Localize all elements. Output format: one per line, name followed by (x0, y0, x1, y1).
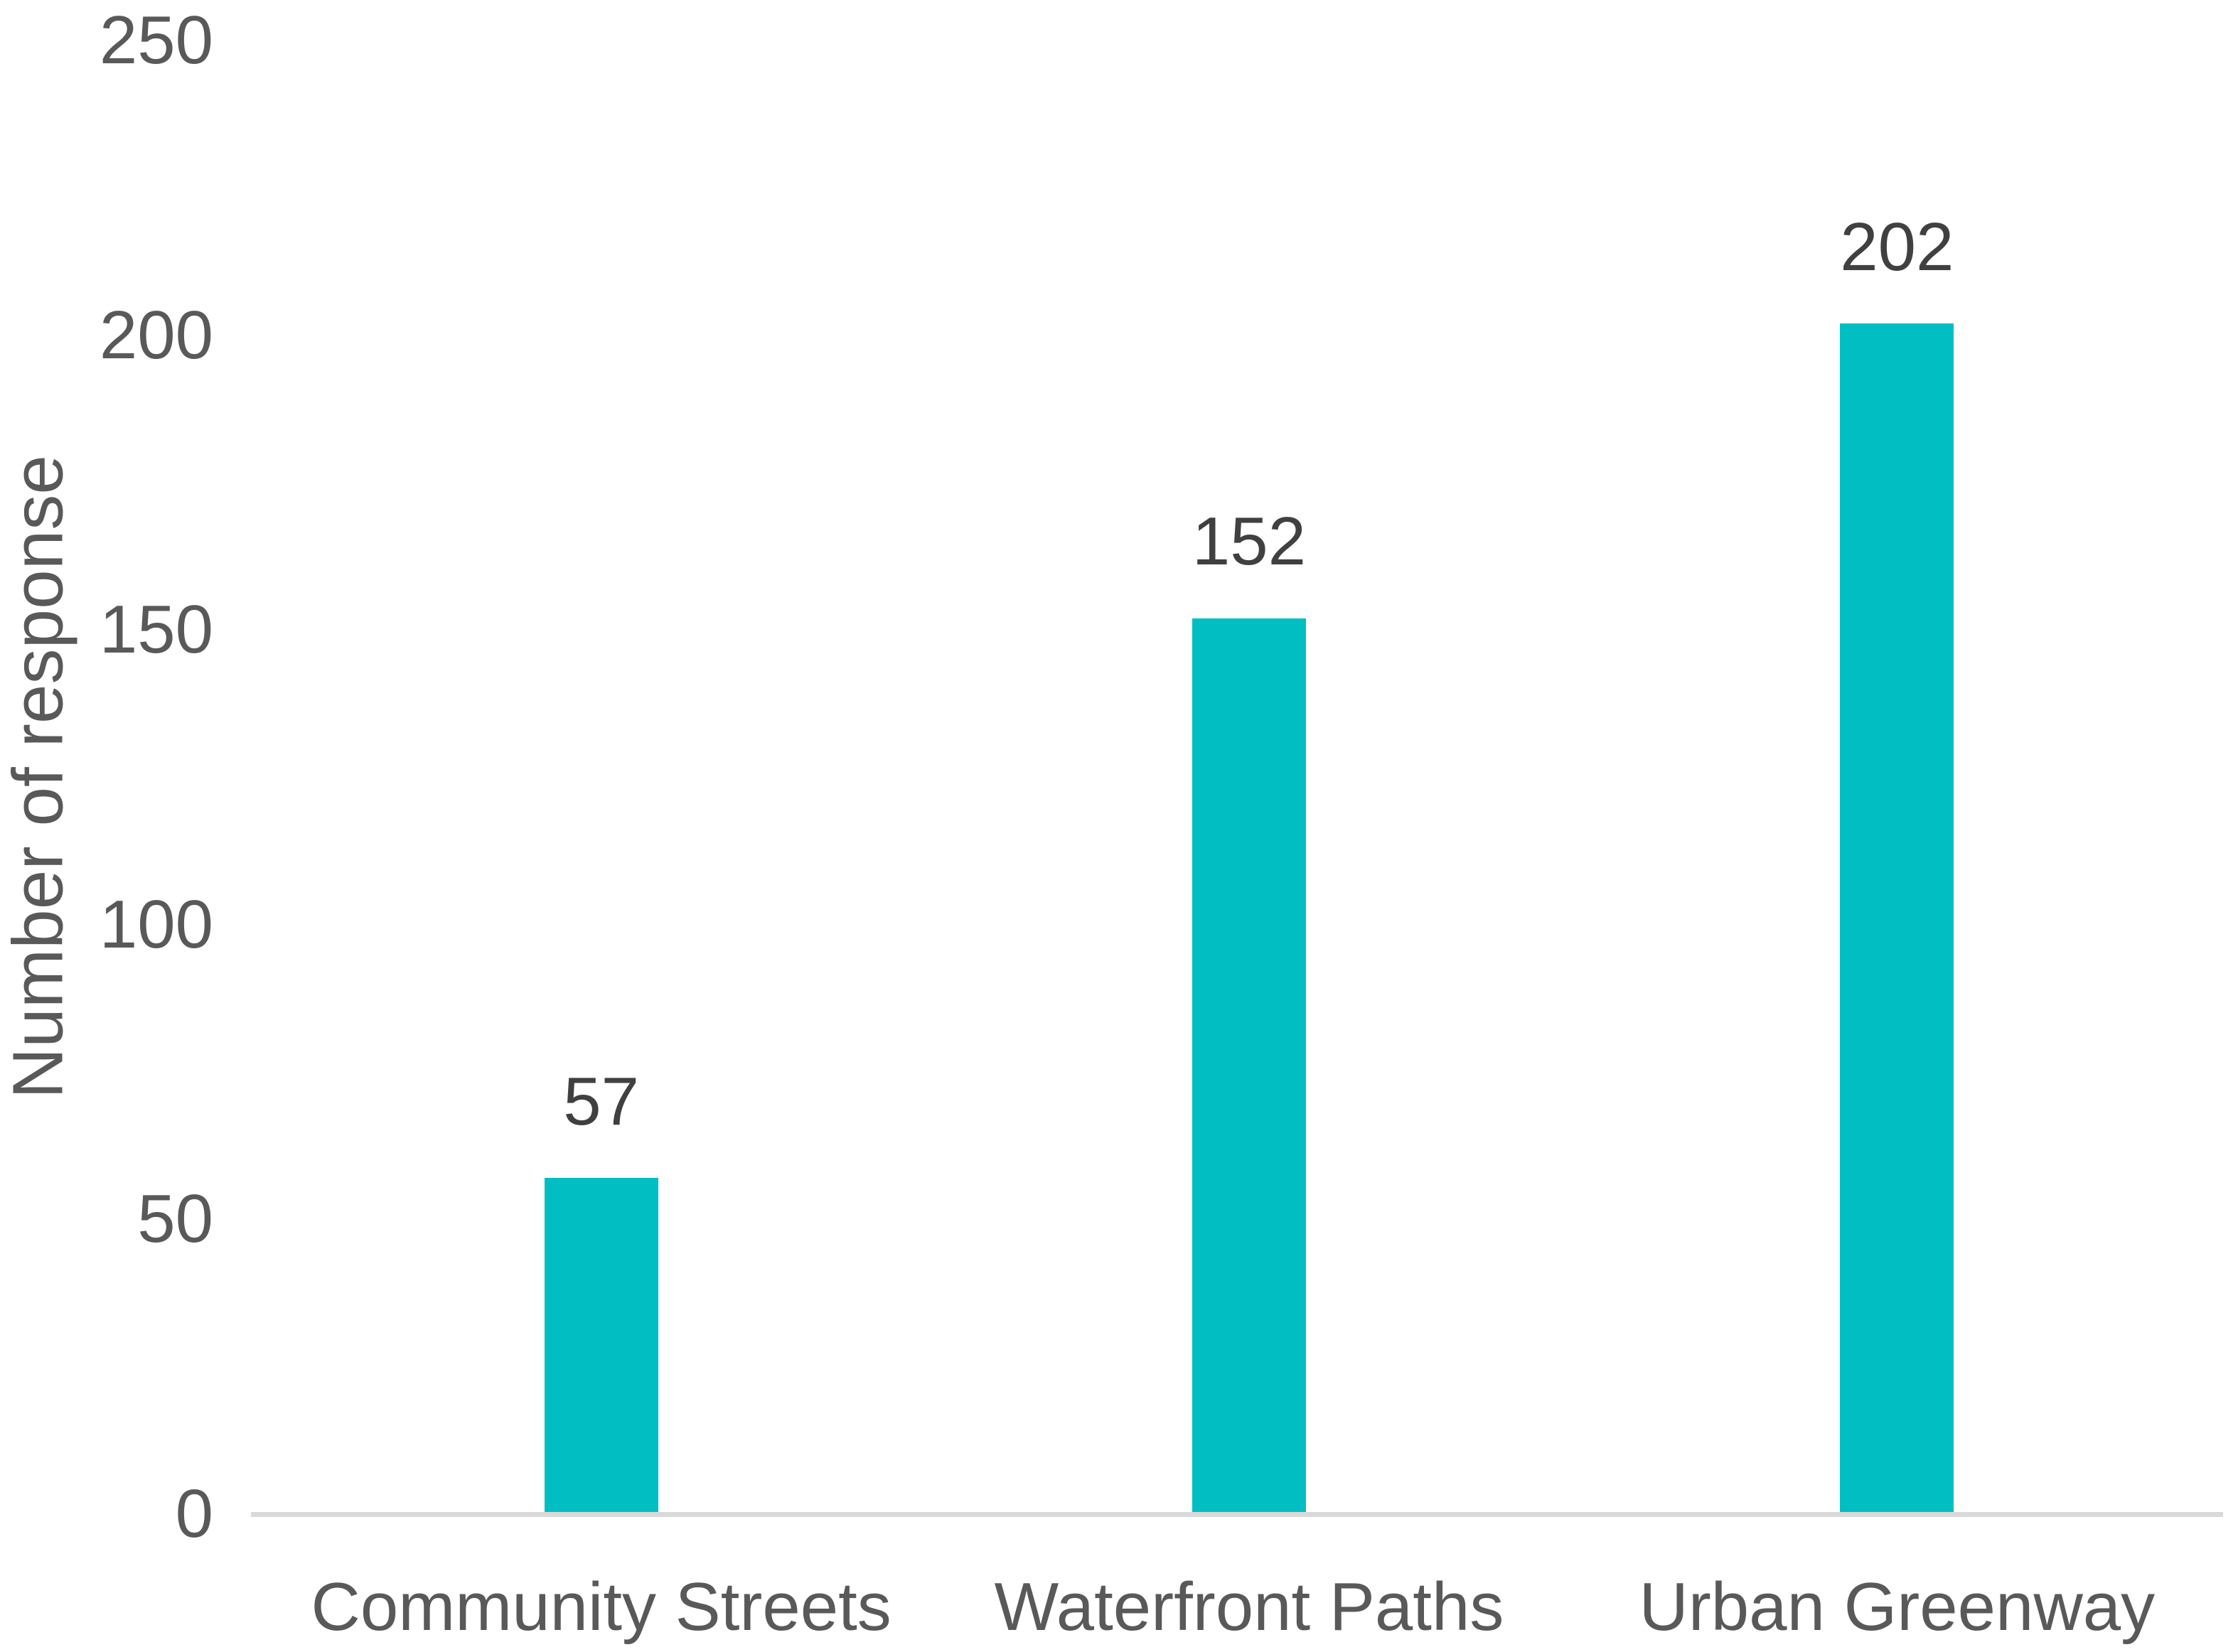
y-tick-label-200: 200 (99, 296, 213, 373)
bar-urban-greenway (1840, 323, 1954, 1514)
data-label: 57 (563, 1063, 640, 1139)
x-category-label-urban-greenway: Urban Greenway (1639, 1569, 2156, 1645)
y-tick-label-50: 50 (137, 1181, 213, 1257)
plot-area: 57 152 202 (277, 41, 2221, 1514)
y-tick-label-150: 150 (99, 591, 213, 668)
y-tick-label-100: 100 (99, 886, 213, 962)
bar-slot-waterfront-paths: 152 (925, 41, 1573, 1514)
bar-community-streets (544, 1178, 658, 1514)
y-tick-label-0: 0 (175, 1476, 213, 1552)
x-axis-line (251, 1512, 2223, 1517)
data-label: 152 (1192, 503, 1307, 580)
x-category-label-community-streets: Community Streets (311, 1569, 892, 1645)
bar-slot-urban-greenway: 202 (1573, 41, 2221, 1514)
bar-slot-community-streets: 57 (277, 41, 925, 1514)
bar-waterfront-paths (1192, 618, 1306, 1514)
data-label: 202 (1840, 208, 1954, 285)
y-tick-label-250: 250 (99, 2, 213, 79)
x-axis-labels: Community Streets Waterfront Paths Urban… (277, 1568, 2221, 1646)
y-axis-title: Number of response (0, 454, 78, 1100)
x-category-label-waterfront-paths: Waterfront Paths (994, 1569, 1504, 1645)
